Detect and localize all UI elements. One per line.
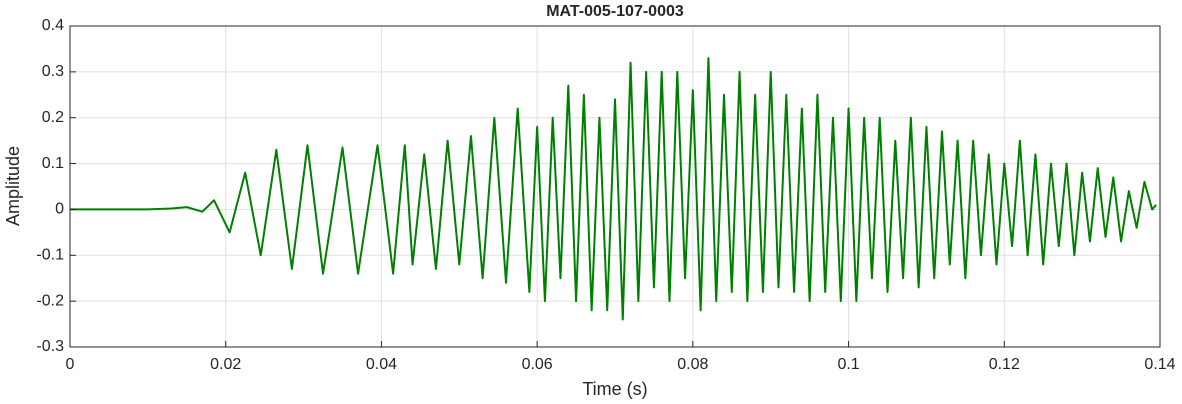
x-tick-label: 0.04 (366, 356, 397, 373)
plot-area (70, 26, 1160, 347)
y-axis-label: Amplitude (3, 146, 23, 226)
y-tick-label: 0.2 (42, 109, 64, 126)
y-tick-label: -0.2 (36, 292, 64, 309)
y-tick-label: -0.3 (36, 338, 64, 355)
x-tick-label: 0.02 (210, 356, 241, 373)
y-tick-label: 0.1 (42, 155, 64, 172)
y-tick-label: 0.3 (42, 63, 64, 80)
x-tick-label: 0.08 (677, 356, 708, 373)
y-tick-label: 0.4 (42, 17, 64, 34)
x-axis-label: Time (s) (582, 379, 647, 399)
x-tick-label: 0.06 (522, 356, 553, 373)
chart-title: MAT-005-107-0003 (546, 3, 684, 20)
y-tick-label: -0.1 (36, 247, 64, 264)
lines (70, 57, 1157, 321)
x-tick-label: 0.1 (837, 356, 859, 373)
x-tick-label: 0.12 (989, 356, 1020, 373)
axes-box (69, 25, 1161, 348)
signal-line (70, 57, 1157, 321)
x-tick-label: 0 (66, 356, 75, 373)
x-tick-label: 0.14 (1144, 356, 1175, 373)
y-tick-label: 0 (55, 201, 64, 218)
